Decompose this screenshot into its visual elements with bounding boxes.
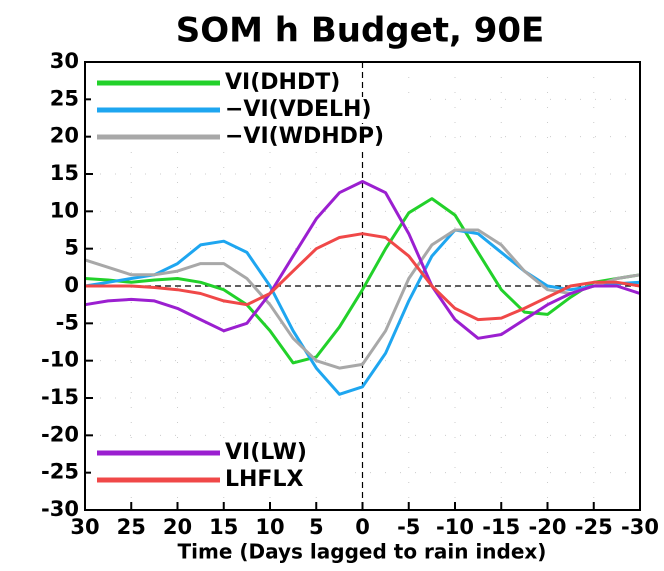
y-tick-label: -10: [41, 348, 79, 372]
y-tick-label: 0: [64, 273, 79, 297]
chart-title: SOM h Budget, 90E: [176, 11, 545, 51]
x-tick-label: 25: [117, 515, 146, 539]
x-tick-label: 0: [355, 515, 370, 539]
x-tick-label: -15: [482, 515, 520, 539]
x-tick-label: 15: [209, 515, 238, 539]
legend-label: LHFLX: [225, 467, 303, 492]
series-line: [84, 180, 641, 340]
y-tick-label: -25: [41, 460, 79, 484]
y-tick-label: 10: [50, 198, 79, 222]
legend-label: −VI(VDELH): [225, 97, 372, 122]
x-tick-label: 30: [70, 515, 99, 539]
y-tick-label: 5: [64, 236, 79, 260]
plot-frame: [84, 61, 641, 511]
x-tick-label: 20: [163, 515, 192, 539]
series-line: [84, 228, 641, 396]
y-tick-label: -30: [41, 497, 79, 521]
series-line: [84, 197, 641, 365]
x-tick-label: -25: [575, 515, 613, 539]
y-tick-label: 15: [50, 161, 79, 185]
series-line: [85, 232, 641, 322]
x-tick-label: -20: [529, 515, 567, 539]
x-tick-label: 10: [255, 515, 284, 539]
x-tick-label: -30: [621, 515, 659, 539]
x-tick-label: -5: [397, 515, 420, 539]
series-line: [84, 228, 641, 370]
legend-label: −VI(WDHDP): [225, 124, 384, 149]
y-tick-label: -5: [56, 310, 79, 334]
x-tick-label: 5: [309, 515, 324, 539]
y-tick-label: -20: [41, 422, 79, 446]
legend-label: VI(LW): [225, 440, 307, 465]
y-tick-label: 25: [50, 86, 79, 110]
y-tick-label: 20: [50, 124, 79, 148]
legend-label: VI(DHDT): [225, 70, 340, 95]
y-tick-label: 30: [50, 49, 79, 73]
y-tick-label: -15: [41, 385, 79, 409]
x-axis-label: Time (Days lagged to rain index): [178, 540, 547, 564]
x-tick-label: -10: [436, 515, 474, 539]
